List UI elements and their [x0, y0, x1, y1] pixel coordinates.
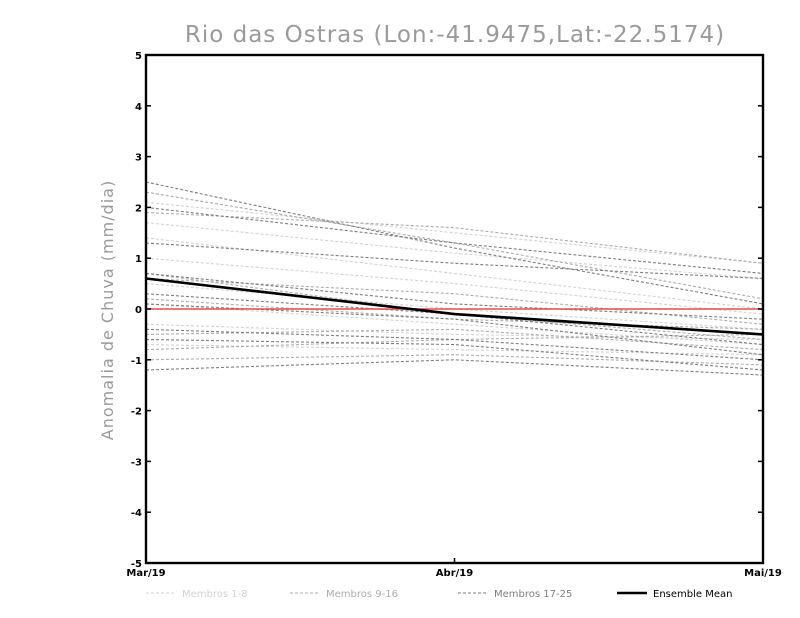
y-tick-label: 0: [135, 305, 142, 316]
y-tick-label: 1: [135, 254, 142, 265]
x-tick-label: Mar/19: [126, 568, 165, 579]
x-tick-label: Mai/19: [744, 568, 782, 579]
member-line-group3-5: [145, 293, 764, 346]
member-line-group1-6: [145, 323, 764, 341]
chart-title: Rio das Ostras (Lon:-41.9475,Lat:-22.517…: [185, 22, 725, 48]
y-tick-label: -2: [131, 407, 142, 418]
y-tick-label: -4: [131, 508, 142, 519]
member-line-group2-3: [145, 277, 764, 325]
y-tick-label: 4: [135, 102, 142, 113]
legend-label-4: Ensemble Mean: [653, 589, 732, 600]
y-tick-label: -1: [131, 356, 142, 367]
member-line-group2-7: [145, 333, 764, 351]
y-axis-label: Anomalia de Chuva (mm/dia): [98, 180, 117, 440]
member-line-group1-4: [145, 283, 764, 330]
member-line-group3-8: [145, 338, 764, 371]
y-tick-label: 2: [135, 203, 142, 214]
member-line-group2-8: [145, 354, 764, 366]
member-line-group3-3: [145, 242, 764, 280]
member-line-group3-4: [145, 272, 764, 320]
x-tick-label: Abr/19: [436, 568, 473, 579]
member-line-group2-2: [145, 211, 764, 264]
member-line-group3-9: [145, 359, 764, 376]
y-tick-label: -3: [131, 457, 142, 468]
legend-label-3: Membros 17-25: [494, 589, 572, 600]
member-line-group3-2: [145, 206, 764, 274]
ensemble-mean-line: [145, 277, 764, 336]
member-line-group1-1: [145, 201, 764, 264]
member-line-group1-2: [145, 222, 764, 280]
member-line-group1-5: [145, 303, 764, 346]
legend-label-1: Membros 1-8: [182, 589, 248, 600]
member-line-group1-3: [145, 257, 764, 315]
plot-lines: [145, 181, 764, 376]
member-line-group3-1: [145, 181, 764, 305]
member-line-group3-7: [145, 328, 764, 361]
member-line-group1-8: [145, 237, 764, 310]
y-tick-label: 5: [135, 51, 142, 62]
legend-label-2: Membros 9-16: [326, 589, 398, 600]
legend: Membros 1-8 Membros 9-16 Membros 17-25 Ense…: [146, 589, 732, 600]
y-tick-label: 3: [135, 153, 142, 164]
y-tick-label: -5: [131, 559, 142, 570]
